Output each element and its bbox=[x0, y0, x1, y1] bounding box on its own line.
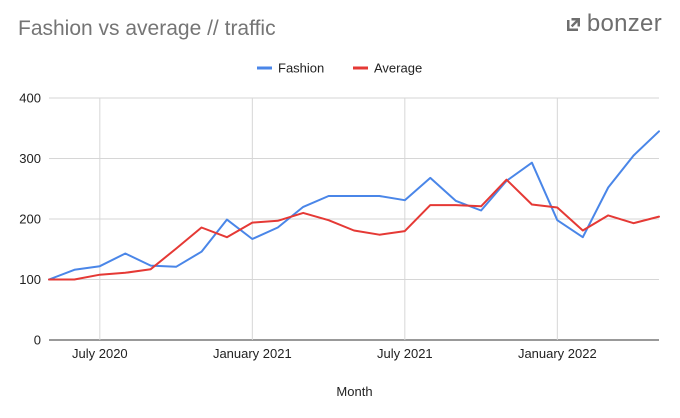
y-tick-label: 400 bbox=[19, 91, 41, 106]
series-line-average bbox=[48, 178, 660, 281]
y-tick-label: 300 bbox=[19, 151, 41, 166]
legend: Fashion Average bbox=[257, 61, 422, 76]
brand-name: bonzer bbox=[586, 10, 662, 37]
y-tick-label: 100 bbox=[19, 272, 41, 287]
y-axis-ticks: 0 100 200 300 400 bbox=[19, 91, 41, 348]
brand-logo: bonzer bbox=[566, 10, 662, 38]
x-axis-title: Month bbox=[336, 384, 372, 399]
gridlines bbox=[49, 97, 659, 341]
x-tick-label: July 2020 bbox=[72, 346, 128, 361]
chart-title: Fashion vs average // traffic bbox=[18, 17, 276, 40]
series-lines bbox=[48, 130, 660, 281]
y-tick-label: 200 bbox=[19, 212, 41, 227]
x-tick-label: January 2021 bbox=[213, 346, 292, 361]
y-tick-label: 0 bbox=[34, 333, 41, 348]
legend-label-average: Average bbox=[374, 61, 422, 76]
x-axis-ticks: July 2020 January 2021 July 2021 January 20… bbox=[72, 346, 597, 361]
bonzer-logo-arrow-icon bbox=[566, 17, 580, 31]
legend-label-fashion: Fashion bbox=[278, 61, 324, 76]
series-line-fashion bbox=[48, 130, 660, 281]
x-tick-label: July 2021 bbox=[377, 346, 433, 361]
x-tick-label: January 2022 bbox=[518, 346, 597, 361]
